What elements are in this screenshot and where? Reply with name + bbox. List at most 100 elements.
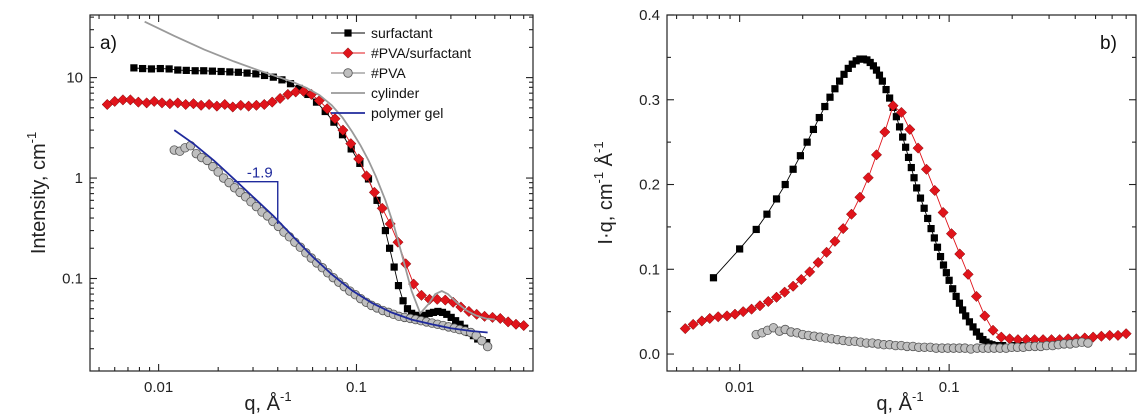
data-point-surfactant	[789, 165, 797, 173]
legend-label: #PVA	[371, 65, 406, 81]
data-point-pva-surfactant	[1104, 329, 1116, 341]
data-point-pva	[251, 201, 262, 212]
data-point-pva	[482, 341, 493, 352]
data-point-surfactant	[930, 234, 938, 242]
data-point-surfactant	[200, 67, 208, 75]
series-cylinder	[144, 20, 495, 321]
legend-item-pva: #PVA	[331, 65, 406, 81]
data-point-surfactant	[434, 307, 442, 316]
data-point-pva-surfactant	[962, 268, 974, 280]
data-point-pva-surfactant	[987, 324, 999, 336]
data-point-pva-surfactant	[937, 206, 949, 219]
series-pva	[751, 323, 1093, 354]
slope-triangle	[233, 180, 279, 225]
data-point-pva-surfactant	[376, 202, 388, 214]
data-point-surfactant	[456, 320, 464, 328]
data-point-surfactant	[234, 68, 242, 76]
data-point-pva-surfactant	[518, 320, 530, 332]
data-point-pva-surfactant	[746, 303, 758, 315]
data-point-surfactant	[955, 299, 964, 307]
data-point-pva-surfactant	[712, 311, 724, 323]
legend: surfactant #PVA/surfactant #PVA cylinder pol…	[331, 25, 471, 121]
data-point-surfactant	[130, 64, 138, 72]
data-point-pva-surfactant	[970, 290, 982, 302]
panel-a-y-axis-label: Intensity, cm-1	[24, 132, 50, 254]
data-point-pva-surfactant	[795, 273, 807, 286]
slope-value: -1.9	[247, 165, 273, 182]
data-point-pva-surfactant	[812, 256, 824, 269]
data-point-pva-surfactant	[368, 186, 380, 198]
data-point-pva-surfactant	[687, 318, 699, 330]
data-point-surfactant	[882, 85, 890, 94]
data-point-pva-surfactant	[156, 97, 168, 109]
data-point-pva-surfactant	[172, 97, 184, 109]
data-point-surfactant	[425, 309, 433, 317]
data-point-surfactant	[763, 210, 771, 218]
data-point-pva-surfactant	[510, 318, 522, 330]
panel-b-frame	[666, 14, 1137, 372]
data-point-surfactant	[390, 263, 398, 271]
data-point-surfactant	[899, 133, 907, 141]
data-point-surfactant	[803, 138, 811, 146]
data-point-surfactant	[826, 93, 834, 101]
data-point-surfactant	[924, 214, 932, 223]
data-point-pva-surfactant	[211, 100, 223, 112]
data-point-surfactant	[421, 311, 429, 319]
data-point-pva-surfactant	[297, 85, 310, 97]
data-point-pva-surfactant	[486, 311, 499, 323]
data-point-pva-surfactant	[737, 306, 749, 318]
panel-a-ticks: 0.01 0.1 0.1 1 10	[62, 15, 533, 396]
y-tick-label: 0.1	[62, 271, 83, 288]
data-point-surfactant	[848, 60, 856, 68]
panel-b: 0.01 0.1 0.0 0.1 0.2 0.3 0.4 b) q, Å-1 I·q, cm…	[591, 7, 1137, 415]
data-point-surfactant	[252, 70, 260, 78]
data-point-pva-surfactant	[1112, 329, 1124, 341]
panel-b-y-axis-label: I·q, cm-1 Å-1	[591, 141, 617, 244]
data-point-surfactant	[373, 196, 381, 204]
data-point-surfactant	[913, 184, 921, 192]
x-tick-label: 0.1	[939, 379, 960, 396]
data-point-surfactant	[403, 305, 412, 313]
data-point-surfactant	[815, 113, 823, 122]
slope-annotation: -1.9	[233, 165, 279, 225]
data-point-pva-surfactant	[360, 170, 373, 182]
y-tick-label: 0.0	[639, 346, 660, 363]
y-tick-label: 10	[66, 70, 83, 87]
data-point-pva-surfactant	[321, 103, 333, 115]
data-point-surfactant	[286, 80, 295, 88]
data-point-surfactant	[939, 261, 948, 269]
data-point-surfactant	[872, 66, 881, 74]
data-point-surfactant	[840, 70, 848, 78]
data-point-surfactant	[927, 225, 935, 233]
data-point-pva-surfactant	[995, 331, 1007, 343]
data-point-surfactant	[165, 65, 173, 73]
data-point-surfactant	[452, 317, 460, 325]
data-point-pva-surfactant	[258, 98, 270, 111]
data-point-surfactant	[278, 76, 286, 84]
data-point-pva	[477, 336, 487, 346]
data-point-surfactant	[965, 318, 974, 326]
data-point-surfactant	[831, 85, 839, 93]
data-point-pva-surfactant	[779, 286, 791, 298]
data-point-surfactant	[226, 68, 234, 76]
panel-b-label: b)	[1100, 33, 1117, 54]
panel-b-series	[679, 55, 1132, 354]
panel-a-frame	[89, 14, 534, 372]
x-tick-label: 0.1	[346, 379, 367, 396]
panel-a-series	[101, 20, 530, 352]
data-point-surfactant	[269, 73, 277, 81]
data-point-pva-surfactant	[132, 96, 144, 108]
data-point-surfactant	[916, 194, 925, 202]
legend-swatch-marker	[342, 47, 354, 59]
data-point-surfactant	[408, 309, 416, 317]
legend-item-surfactant: surfactant	[331, 25, 433, 41]
series-pva-surfactant	[101, 85, 530, 332]
data-point-surfactant	[709, 274, 718, 282]
data-point-pva-surfactant	[821, 246, 833, 258]
data-point-pva-surfactant	[1095, 330, 1107, 342]
legend-swatch-marker	[343, 68, 353, 78]
data-point-surfactant	[347, 145, 355, 153]
data-point-surfactant	[821, 102, 829, 111]
data-point-pva-surfactant	[1087, 331, 1099, 343]
data-point-pva-surfactant	[187, 98, 200, 110]
